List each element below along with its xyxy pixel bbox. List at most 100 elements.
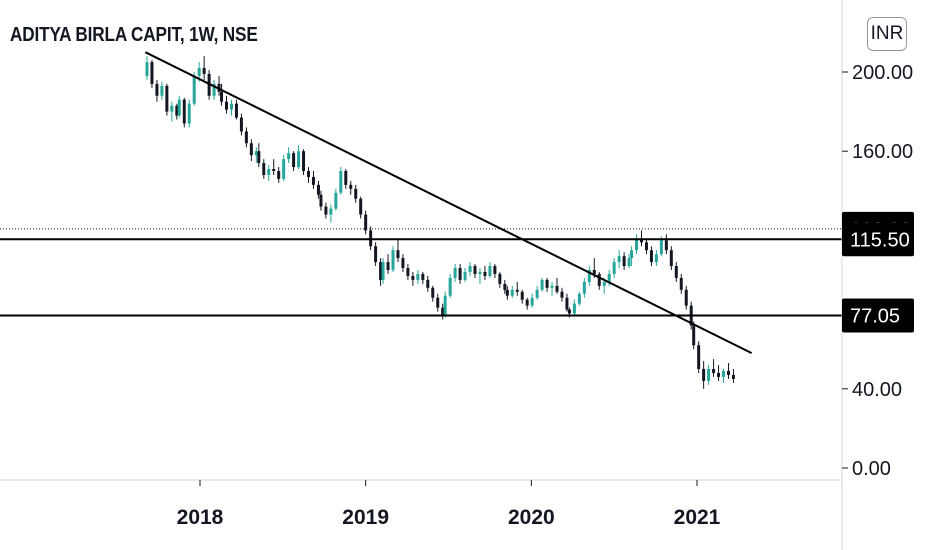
candle-body bbox=[707, 369, 711, 381]
drawn-lines bbox=[0, 51, 842, 355]
candle-body bbox=[212, 83, 216, 96]
candle-body bbox=[443, 295, 447, 316]
candle-body bbox=[220, 91, 224, 102]
candle-body bbox=[453, 268, 457, 278]
x-tick-label: 2019 bbox=[342, 506, 389, 529]
candle-body bbox=[229, 103, 233, 110]
candle-body bbox=[319, 194, 323, 207]
candle-body bbox=[324, 206, 328, 215]
candle-body bbox=[630, 250, 634, 259]
candle-body bbox=[234, 103, 238, 118]
candle-body bbox=[297, 151, 301, 168]
candle-body bbox=[150, 62, 154, 84]
y-tick-label: 40.00 bbox=[852, 379, 902, 401]
candle-body bbox=[364, 214, 368, 231]
candle-body bbox=[545, 279, 549, 288]
candle-body bbox=[192, 75, 196, 104]
candle-body bbox=[165, 85, 169, 112]
candle-body bbox=[406, 268, 410, 276]
candle-body bbox=[267, 169, 271, 175]
candle-body bbox=[354, 188, 358, 199]
candle-body bbox=[697, 345, 701, 369]
candle-body bbox=[597, 273, 601, 286]
candle-body bbox=[572, 303, 576, 314]
candle-body bbox=[692, 325, 696, 346]
x-tick-label: 2021 bbox=[674, 506, 721, 529]
candle-body bbox=[302, 151, 306, 171]
candle-body bbox=[239, 117, 243, 132]
candle-body bbox=[468, 266, 472, 272]
candle-body bbox=[448, 277, 452, 296]
candle-body bbox=[202, 68, 206, 74]
candle-body bbox=[510, 289, 514, 296]
candle-body bbox=[607, 273, 611, 282]
candle-body bbox=[431, 287, 435, 298]
price-label-bg bbox=[842, 298, 914, 333]
candle-body bbox=[155, 83, 159, 96]
candle-body bbox=[582, 281, 586, 294]
x-tick-label: 2020 bbox=[508, 506, 555, 529]
candle-body bbox=[249, 143, 253, 156]
candle-body bbox=[535, 289, 539, 298]
candle-body bbox=[339, 171, 343, 193]
candle-body bbox=[493, 266, 497, 274]
candle-body bbox=[463, 271, 467, 280]
candle-body bbox=[254, 151, 258, 156]
candle-body bbox=[396, 250, 400, 259]
candle-body bbox=[244, 131, 248, 144]
candle-body bbox=[498, 273, 502, 284]
candle-body bbox=[515, 289, 519, 292]
candle-body bbox=[160, 85, 164, 96]
candle-body bbox=[316, 184, 320, 195]
candle-body bbox=[386, 262, 390, 270]
price-label-bg bbox=[842, 222, 914, 257]
candle-body bbox=[505, 289, 509, 296]
candle-body bbox=[712, 369, 716, 373]
candle-body bbox=[478, 271, 482, 274]
candle-body bbox=[334, 192, 338, 209]
y-tick-label: 0.00 bbox=[852, 458, 891, 480]
candle-body bbox=[679, 277, 683, 290]
candle-body bbox=[612, 262, 616, 274]
candle-body bbox=[530, 297, 534, 306]
candle-body bbox=[520, 291, 524, 300]
candle-body bbox=[329, 208, 333, 215]
candle-body bbox=[391, 250, 395, 270]
candle-body bbox=[441, 307, 445, 316]
candle-body bbox=[565, 297, 569, 310]
candle-body bbox=[411, 275, 415, 280]
candle-body bbox=[731, 374, 735, 379]
candle-body bbox=[262, 163, 266, 175]
candle-body bbox=[669, 250, 673, 267]
candle-body bbox=[617, 256, 621, 263]
candle-body bbox=[674, 266, 678, 278]
candles bbox=[145, 56, 735, 389]
y-tick-label: 160.00 bbox=[852, 141, 913, 163]
candle-body bbox=[654, 254, 658, 263]
candle-body bbox=[257, 151, 261, 164]
price-label: 115.50 bbox=[850, 229, 910, 251]
candle-body bbox=[307, 171, 311, 177]
candle-body bbox=[649, 250, 653, 263]
candle-body bbox=[627, 258, 631, 267]
currency-button[interactable]: INR bbox=[867, 17, 907, 51]
candle-body bbox=[458, 268, 462, 280]
candle-body bbox=[277, 171, 281, 179]
candle-body bbox=[577, 293, 581, 304]
candle-body bbox=[282, 159, 286, 179]
candle-body bbox=[145, 62, 149, 76]
candle-body bbox=[272, 169, 276, 171]
candle-body bbox=[287, 153, 291, 160]
candle-body bbox=[436, 297, 440, 308]
candle-body bbox=[684, 289, 688, 306]
candle-body bbox=[473, 266, 477, 274]
candle-body bbox=[540, 279, 544, 290]
candle-body bbox=[187, 103, 191, 124]
candle-body bbox=[664, 240, 668, 251]
candle-body bbox=[426, 279, 430, 288]
candle-body bbox=[344, 171, 348, 185]
candle-body bbox=[726, 370, 730, 375]
y-tick-label: 200.00 bbox=[852, 62, 913, 84]
